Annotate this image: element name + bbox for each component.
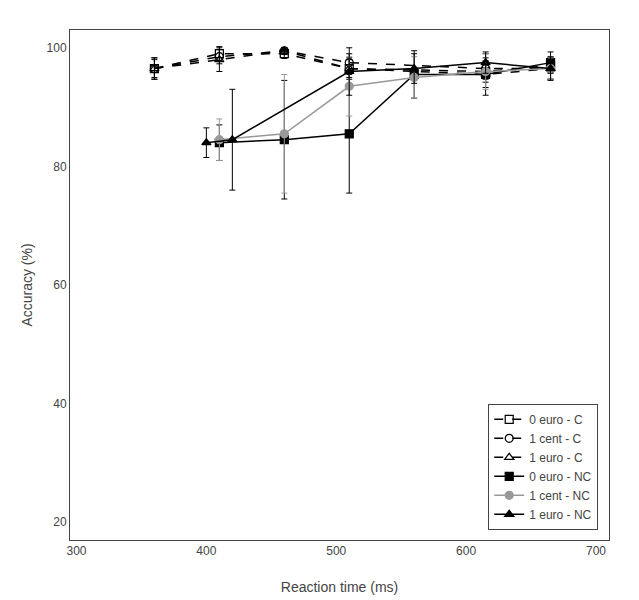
- svg-text:Reaction time (ms): Reaction time (ms): [281, 579, 398, 595]
- svg-text:0 euro - C: 0 euro - C: [529, 413, 583, 427]
- svg-text:40: 40: [53, 397, 67, 411]
- svg-text:20: 20: [53, 515, 67, 529]
- svg-text:80: 80: [53, 160, 67, 174]
- svg-text:1 euro - NC: 1 euro - NC: [529, 508, 591, 522]
- svg-text:700: 700: [586, 544, 606, 558]
- svg-text:600: 600: [456, 544, 476, 558]
- svg-text:60: 60: [53, 278, 67, 292]
- svg-text:Accuracy (%): Accuracy (%): [19, 243, 35, 326]
- svg-text:100: 100: [47, 41, 67, 55]
- svg-text:1 cent - C: 1 cent - C: [529, 432, 581, 446]
- svg-text:400: 400: [196, 544, 216, 558]
- svg-text:500: 500: [326, 544, 346, 558]
- svg-text:0 euro - NC: 0 euro - NC: [529, 470, 591, 484]
- svg-text:300: 300: [66, 544, 86, 558]
- svg-text:1 euro - C: 1 euro - C: [529, 451, 583, 465]
- svg-text:1 cent - NC: 1 cent - NC: [529, 489, 590, 503]
